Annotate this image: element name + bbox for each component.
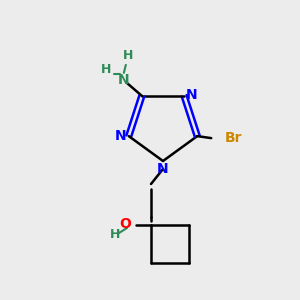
Text: H: H xyxy=(110,229,120,242)
Text: H: H xyxy=(123,50,133,62)
Text: Br: Br xyxy=(225,131,243,145)
Text: H: H xyxy=(101,63,111,76)
Text: N: N xyxy=(157,162,169,176)
Text: N: N xyxy=(115,129,127,143)
Text: O: O xyxy=(119,217,131,231)
Text: N: N xyxy=(118,73,130,87)
Text: N: N xyxy=(186,88,198,102)
